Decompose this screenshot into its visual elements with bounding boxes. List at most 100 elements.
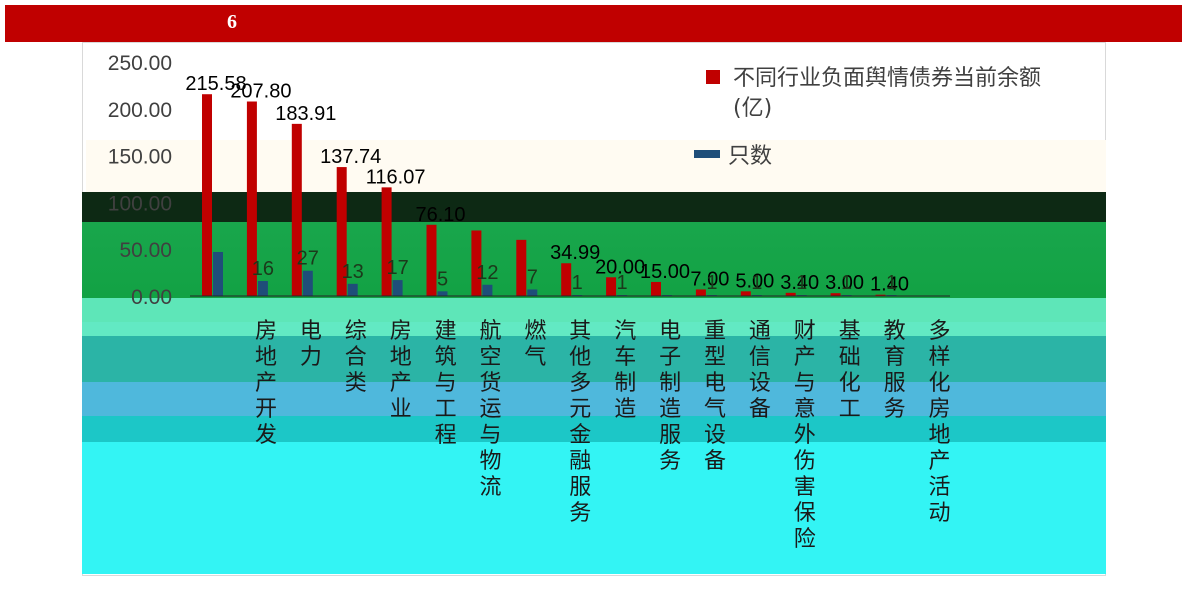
category-label-char: 与 [435, 371, 457, 396]
category-label-char: 重 [704, 319, 726, 344]
bar-count [392, 280, 403, 296]
glitch-band-teal [82, 336, 1106, 382]
data-label-count: 1 [617, 272, 628, 294]
category-label-char: 与 [794, 371, 816, 396]
data-label-count: 5 [437, 268, 448, 290]
category-label-char: 地 [255, 345, 277, 370]
bar-amount [785, 292, 796, 296]
bar-amount [426, 224, 437, 296]
bar-amount [875, 294, 886, 296]
bar-amount [381, 187, 392, 296]
category-label-char: 服 [884, 371, 906, 396]
y-tick-label: 250.00 [108, 52, 172, 75]
category-label-char: 车 [614, 345, 636, 370]
bar-amount [246, 101, 257, 296]
y-tick-label: 150.00 [108, 146, 172, 169]
y-tick-label: 50.00 [119, 239, 172, 262]
category-label-char: 保 [794, 501, 816, 526]
bar-amount [202, 94, 212, 296]
category-label-char: 伤 [794, 449, 816, 474]
category-label-char: 地 [390, 345, 412, 370]
data-label-amount: 183.91 [275, 103, 336, 125]
category-label-char: 他 [569, 345, 591, 370]
category-label-char: 服 [569, 475, 591, 500]
category-label-char: 造 [659, 397, 681, 422]
category-label-char: 开 [255, 397, 277, 422]
category-label-char: 流 [479, 475, 501, 500]
category-label-char: 工 [839, 397, 861, 422]
y-tick-label: 100.00 [108, 192, 172, 215]
data-label-count: 1 [572, 272, 583, 294]
category-label-char: 电 [300, 319, 322, 344]
category-label-char: 险 [794, 527, 816, 552]
data-label-amount: 20.00 [595, 256, 645, 278]
bar-amount [291, 123, 302, 297]
category-label-char: 设 [749, 371, 771, 396]
data-label-count: 1 [706, 272, 717, 294]
bar-amount [606, 277, 617, 296]
header-number: 6 [227, 11, 237, 33]
category-label-char: 备 [704, 449, 726, 474]
category-label-char: 化 [928, 371, 950, 396]
category-label-char: 产 [390, 371, 412, 396]
category-label-char: 房 [390, 319, 412, 344]
header-bar: 6 [5, 5, 1182, 42]
category-label-char: 教 [884, 319, 906, 344]
category-label-char: 元 [569, 397, 591, 422]
y-tick-label: 0.00 [131, 286, 172, 309]
glitch-band-mint [82, 298, 1106, 322]
category-label-char: 工 [435, 397, 457, 422]
bar-amount [561, 263, 572, 296]
category-label-char: 类 [345, 371, 367, 396]
category-label-char: 产 [928, 449, 950, 474]
data-label-count: 1 [751, 272, 762, 294]
category-label-char: 型 [704, 345, 726, 370]
data-label-amount: 34.99 [550, 242, 600, 264]
data-label-count: 27 [297, 248, 319, 270]
data-label-count: 7 [527, 266, 538, 288]
category-label-char: 外 [794, 423, 816, 448]
data-label-amount: 215.58 [185, 73, 246, 95]
category-label-char: 设 [704, 423, 726, 448]
glitch-band-sky [82, 382, 1106, 416]
category-label-char: 空 [479, 345, 501, 370]
category-label-char: 多 [569, 371, 591, 396]
legend-swatch-count [694, 150, 720, 158]
bar-count [437, 291, 448, 296]
category-label-char: 航 [479, 319, 501, 344]
category-label-char: 融 [569, 449, 591, 474]
category-label-char: 筑 [435, 345, 457, 370]
category-label-char: 物 [479, 449, 501, 474]
category-label-char: 业 [390, 397, 412, 422]
data-label-amount: 5.00 [735, 270, 774, 292]
legend-swatch-amount [706, 70, 720, 84]
category-label-char: 意 [794, 397, 816, 422]
category-label-char: 产 [794, 345, 816, 370]
category-label-char: 信 [749, 345, 771, 370]
category-label-char: 力 [300, 345, 322, 370]
bar-count [482, 284, 493, 296]
data-label-amount: 116.07 [366, 166, 426, 188]
bar-count [213, 252, 223, 296]
category-label-char: 化 [839, 371, 861, 396]
data-label-amount: 137.74 [320, 146, 381, 168]
category-label-char: 务 [884, 397, 906, 422]
category-label-char: 制 [614, 371, 636, 396]
category-label-char: 发 [255, 423, 277, 448]
bar-count [347, 283, 358, 296]
legend-label-count: 只数 [728, 144, 773, 169]
bar-amount [740, 291, 751, 296]
category-label-char: 务 [659, 449, 681, 474]
category-label-char: 动 [928, 501, 950, 526]
category-label-char: 其 [569, 319, 591, 344]
category-label-char: 建 [435, 319, 457, 344]
bar-count [527, 289, 538, 296]
category-label-char: 础 [839, 345, 861, 370]
data-label-count: 1 [796, 272, 807, 294]
bar-amount [336, 167, 347, 296]
category-label-char: 财 [794, 319, 816, 344]
category-label-char: 制 [659, 371, 681, 396]
data-label-amount: 76.10 [415, 204, 465, 226]
category-label-char: 通 [749, 319, 771, 344]
category-label-char: 务 [569, 501, 591, 526]
